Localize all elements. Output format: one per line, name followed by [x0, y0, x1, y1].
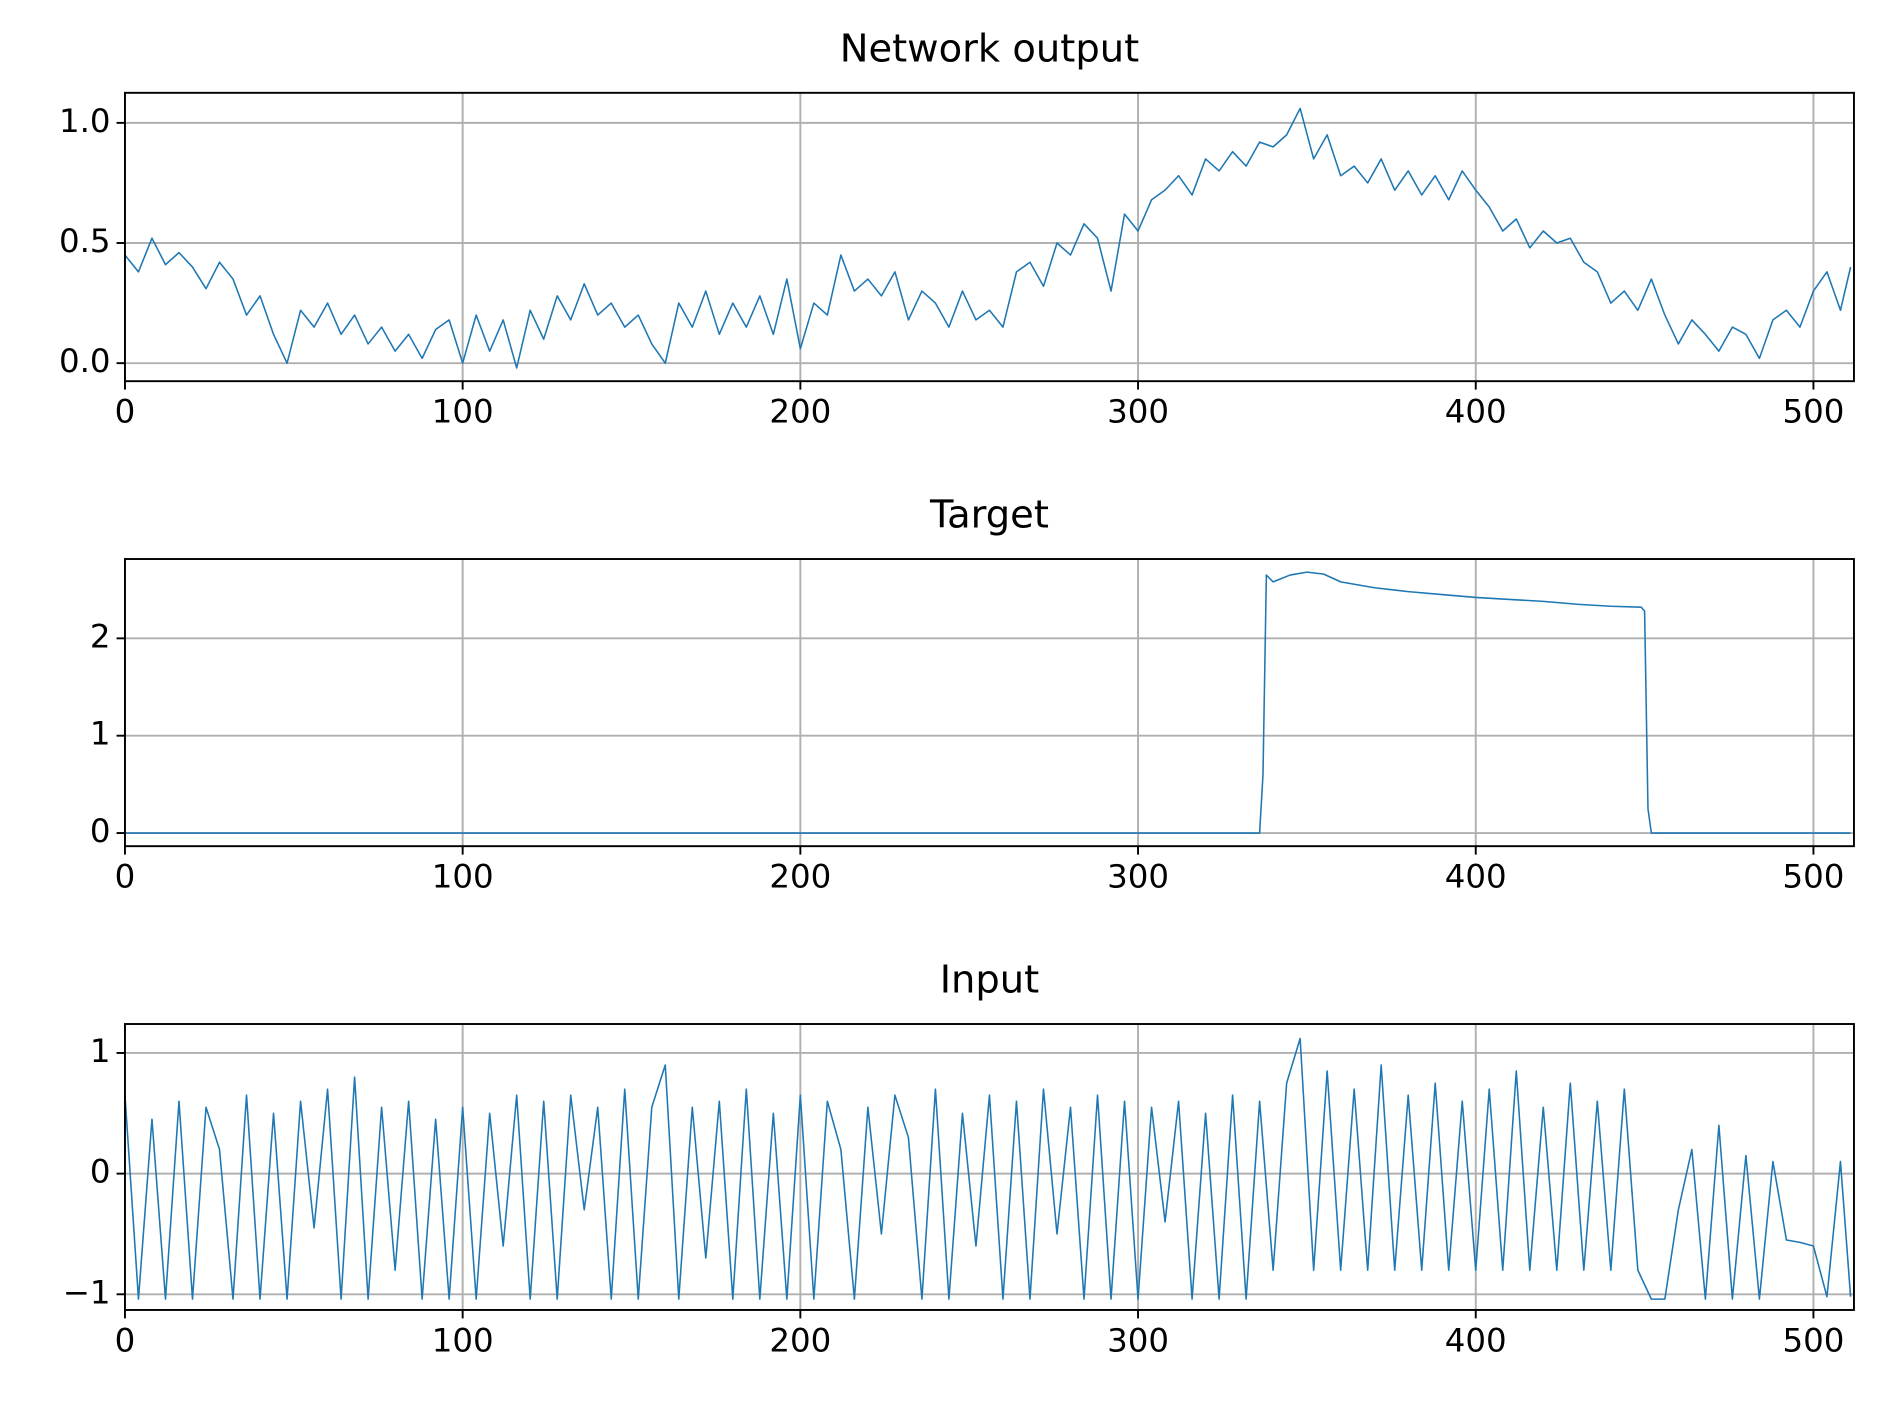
subplot-title: Network output — [840, 26, 1140, 71]
x-tick-label: 200 — [769, 393, 831, 431]
data-line — [124, 571, 1851, 834]
subplot: Network output 0 100 200 300 400 500 0.0 0.5 1.0 — [59, 26, 1855, 431]
x-tick-label: 500 — [1782, 858, 1844, 896]
subplot-title: Input — [940, 957, 1040, 1002]
x-tick-label: 400 — [1445, 1321, 1507, 1359]
x-tick-label: 500 — [1782, 393, 1844, 431]
y-tick-label: 0 — [90, 1153, 111, 1191]
x-tick-label: 300 — [1107, 1321, 1169, 1359]
data-line — [124, 107, 1852, 369]
y-tick-label: 1.0 — [59, 102, 111, 140]
x-tick-label: 400 — [1445, 393, 1507, 431]
y-tick-label: 2 — [90, 617, 111, 655]
axes-frame — [123, 558, 1855, 848]
x-tick-label: 100 — [432, 858, 494, 896]
x-tick-label: 200 — [769, 1321, 831, 1359]
x-tick-label: 300 — [1107, 393, 1169, 431]
subplot: Target 0 100 200 300 400 500 0 1 2 — [90, 492, 1855, 896]
x-tick-label: 500 — [1782, 1321, 1844, 1359]
x-tick-label: 100 — [432, 393, 494, 431]
x-tick-label: 200 — [769, 858, 831, 896]
y-tick-label: 0 — [90, 812, 111, 850]
y-tick-label: 0.5 — [59, 222, 111, 260]
y-tick-label: −1 — [63, 1273, 111, 1311]
subplot-title: Target — [929, 492, 1049, 537]
data-line — [124, 1037, 1852, 1300]
y-tick-label: 1 — [90, 1032, 111, 1070]
axes-frame — [123, 91, 1855, 383]
x-tick-label: 400 — [1445, 858, 1507, 896]
axes-frame — [123, 1023, 1855, 1311]
x-tick-label: 0 — [115, 1321, 136, 1359]
x-tick-label: 300 — [1107, 858, 1169, 896]
x-tick-label: 100 — [432, 1321, 494, 1359]
x-tick-label: 0 — [115, 858, 136, 896]
y-tick-label: 0.0 — [59, 342, 111, 380]
y-tick-label: 1 — [90, 715, 111, 753]
x-tick-label: 0 — [115, 393, 136, 431]
